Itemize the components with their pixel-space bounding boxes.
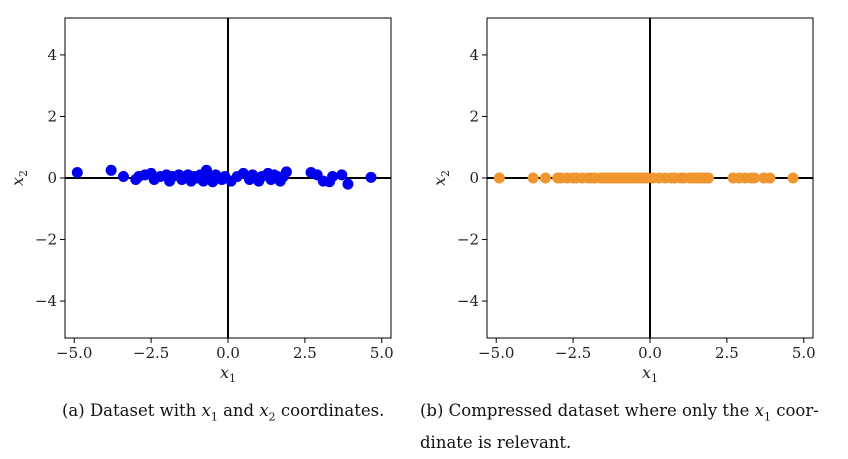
x-tick-label: 5.0 — [792, 344, 816, 362]
x-axis-label: x1 — [642, 363, 658, 385]
caption-b-suffix: coor-dinate is relevant. — [420, 401, 819, 453]
caption-a-middle: and — [217, 401, 260, 420]
y-axis-label: x2 — [430, 170, 452, 186]
scatter-point — [787, 172, 799, 184]
x-tick-label: 0.0 — [638, 344, 662, 362]
y-tick-label: −2 — [457, 231, 479, 249]
caption-a-var2: x2 — [259, 401, 276, 424]
chart-panel-b: −5.0 −2.5 0.0 2.5 5.0 −4 −2 0 2 4 x1 x2 — [430, 17, 816, 385]
caption-b-prefix: (b) Compressed dataset where only the — [420, 401, 755, 420]
x-tick-label: 0.0 — [216, 344, 240, 362]
scatter-point — [327, 170, 339, 182]
scatter-point — [539, 172, 551, 184]
caption-a-var1: x1 — [201, 401, 218, 424]
scatter-point — [336, 169, 348, 181]
y-tick-label: −4 — [35, 292, 57, 310]
y-tick-label: 2 — [469, 107, 479, 125]
y-axis-label: x2 — [8, 170, 30, 186]
caption-a-suffix: coordinates. — [275, 401, 385, 420]
x-tick-label: 5.0 — [370, 344, 394, 362]
y-tick-label: −2 — [35, 231, 57, 249]
scatter-point — [749, 172, 761, 184]
x-tick-label: 2.5 — [715, 344, 739, 362]
scatter-point — [105, 164, 117, 176]
caption-b: (b) Compressed dataset where only the x1… — [420, 398, 840, 456]
scatter-point — [365, 171, 377, 183]
x-tick-label: −2.5 — [555, 344, 591, 362]
scatter-point — [527, 172, 539, 184]
x-tick-label: −5.0 — [56, 344, 92, 362]
y-tick-label: 4 — [47, 46, 57, 64]
scatter-point — [764, 172, 776, 184]
caption-a-prefix: (a) Dataset with — [62, 401, 202, 420]
scatter-point — [280, 166, 292, 178]
x-tick-label: 2.5 — [293, 344, 317, 362]
scatter-point — [493, 172, 505, 184]
y-tick-label: 0 — [47, 169, 57, 187]
caption-b-var1: x1 — [754, 401, 771, 424]
scatter-point — [342, 178, 354, 190]
x-tick-label: −2.5 — [133, 344, 169, 362]
chart-panel-a: −5.0 −2.5 0.0 2.5 5.0 −4 −2 0 2 4 x1 x2 — [8, 17, 394, 385]
x-tick-label: −5.0 — [478, 344, 514, 362]
caption-a: (a) Dataset with x1 and x2 coordinates. — [62, 398, 402, 430]
scatter-point — [702, 172, 714, 184]
x-axis-label: x1 — [220, 363, 236, 385]
y-tick-label: 0 — [469, 169, 479, 187]
y-tick-label: −4 — [457, 292, 479, 310]
scatter-point — [71, 166, 83, 178]
scatter-point — [117, 170, 129, 182]
y-tick-label: 4 — [469, 46, 479, 64]
y-tick-label: 2 — [47, 107, 57, 125]
